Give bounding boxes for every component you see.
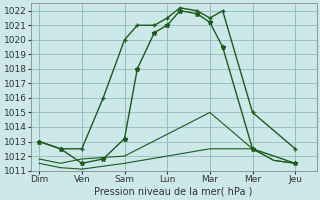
X-axis label: Pression niveau de la mer( hPa ): Pression niveau de la mer( hPa ) [94,187,253,197]
